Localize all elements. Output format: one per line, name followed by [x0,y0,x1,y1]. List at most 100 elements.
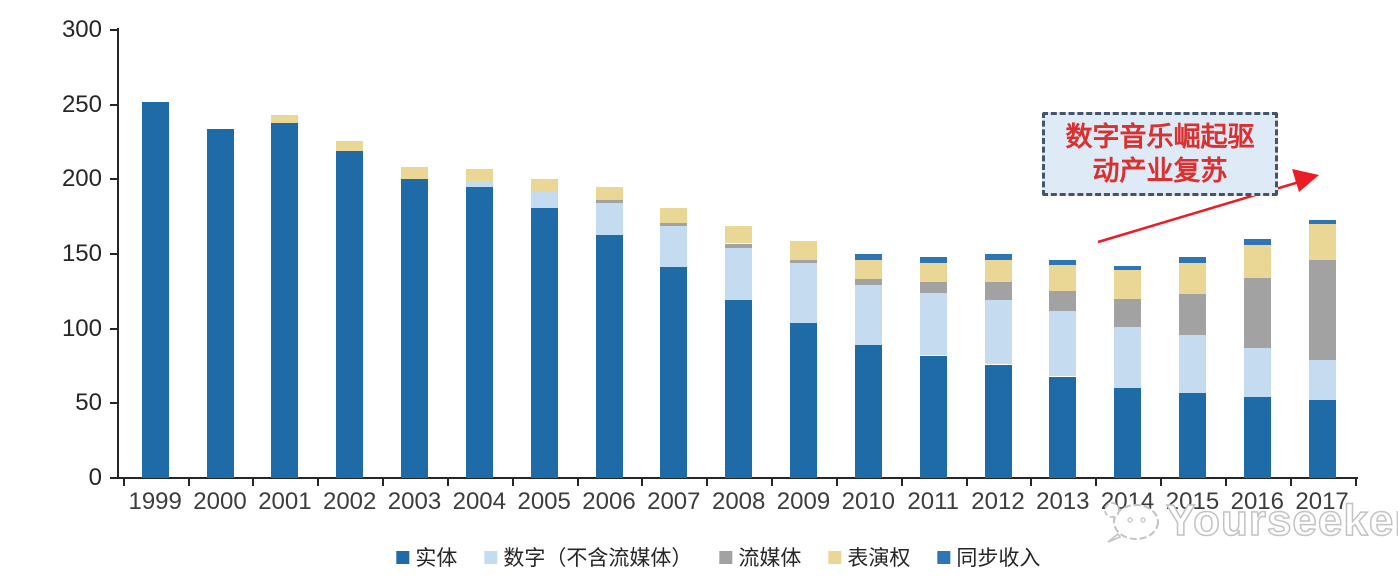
bar-segment-2002 [336,140,364,151]
x-axis-label-2010: 2010 [841,488,895,515]
legend-swatch [484,550,498,564]
x-axis-tick [900,478,903,486]
x-axis-label-1999: 1999 [128,488,182,515]
x-axis-label-2002: 2002 [322,488,377,515]
x-axis-tick [382,478,385,486]
bar-segment-2002 [336,151,364,478]
legend-item: 实体 [396,542,457,572]
legend-label: 数字（不含流媒体） [503,546,693,570]
x-axis-line [114,477,1358,479]
bar-segment-2014 [1114,327,1142,389]
bar-segment-2016 [1243,397,1271,478]
bar-segment-2004 [465,186,493,478]
bar-segment-2012 [984,260,1012,283]
bar-segment-2011 [919,355,947,478]
x-axis-label-2015: 2015 [1165,488,1220,515]
bar-segment-2006 [595,200,623,204]
x-axis-tick [1030,478,1033,486]
bar-segment-2017 [1308,224,1336,260]
bar-segment-2015 [1179,257,1206,263]
legend-label: 同步收入 [956,546,1041,570]
bar-segment-2007 [660,267,688,478]
bar-segment-2010 [854,254,882,260]
x-axis-tick [1224,478,1227,486]
x-axis-tick [122,478,125,486]
bar-segment-2014 [1114,265,1142,271]
bar-segment-2009 [790,260,817,263]
x-axis-label-2008: 2008 [711,488,766,515]
x-axis-tick [835,478,838,486]
y-axis-tick [110,402,118,405]
x-axis-tick [252,478,255,486]
x-axis-tick [576,478,579,486]
legend: 实体 数字（不含流媒体） 流媒体 表演权 同步收入 [396,542,1040,572]
bar-segment-2016 [1243,277,1271,349]
bar-segment-2006 [595,186,623,201]
bar-segment-2004 [465,168,493,181]
x-axis-label-2013: 2013 [1036,488,1090,515]
bar-segment-2003 [401,179,428,478]
watermark: Yourseeker [1100,495,1398,546]
bar-segment-2015 [1179,263,1206,295]
legend-label: 实体 [415,546,458,570]
x-axis-label-2016: 2016 [1230,488,1284,515]
legend-label: 流媒体 [738,546,802,570]
bar-segment-2007 [660,207,688,223]
bar-segment-2013 [1049,291,1077,311]
x-axis-tick [1160,478,1163,486]
bar-segment-2015 [1179,294,1206,335]
bar-segment-2013 [1049,376,1077,478]
bar-segment-2005 [530,207,558,478]
x-axis-tick [187,478,190,486]
x-axis-label-2005: 2005 [517,488,571,515]
bar-segment-2009 [790,263,817,323]
bar-segment-2006 [595,203,623,235]
x-axis-tick [317,478,320,486]
y-axis-tick-label: 150 [61,240,102,267]
bar-segment-2014 [1114,298,1142,328]
y-axis-tick [110,103,118,106]
y-axis-tick [110,477,118,479]
bar-segment-2017 [1308,260,1336,361]
legend-label: 表演权 [847,546,911,570]
bar-segment-2000 [206,128,234,478]
annotation-text-line2: 动产业复苏 [1092,156,1228,186]
bar-segment-2010 [854,260,882,280]
bar-segment-2017 [1308,400,1336,478]
legend-item: 表演权 [828,542,910,572]
y-axis-tick-label: 100 [61,314,102,342]
x-axis-tick [641,478,644,486]
bar-segment-2011 [919,292,947,356]
bar-segment-2016 [1243,239,1271,246]
legend-swatch [396,550,410,564]
annotation-callout: 数字音乐崛起驱 动产业复苏 [1042,112,1278,196]
x-axis-label-2009: 2009 [776,488,831,515]
y-axis-tick-label: 250 [61,90,102,118]
bar-segment-2008 [725,248,753,301]
bar-segment-2013 [1049,310,1077,377]
bar-segment-2016 [1243,245,1271,278]
x-axis-label-2001: 2001 [258,488,312,515]
y-axis-line [117,28,119,479]
bar-segment-2006 [595,234,623,478]
bar-segment-2005 [530,191,558,208]
bar-segment-2010 [854,285,882,346]
bar-segment-2008 [725,225,753,244]
y-axis-tick-label: 50 [75,389,102,417]
bar-segment-2015 [1179,392,1206,478]
bar-segment-1999 [141,101,169,478]
bar-segment-2017 [1308,360,1336,401]
bar-segment-2008 [725,300,753,478]
bar-segment-2007 [660,222,688,226]
bar-segment-2009 [790,240,817,260]
bar-segment-2012 [984,364,1012,478]
x-axis-tick [965,478,968,486]
bar-segment-2016 [1243,348,1271,398]
x-axis-tick [511,478,514,486]
x-axis-tick [1095,478,1098,486]
legend-item: 同步收入 [937,542,1040,572]
legend-swatch [828,550,842,564]
y-axis-tick [110,327,118,330]
y-axis-tick-label: 200 [61,165,102,193]
